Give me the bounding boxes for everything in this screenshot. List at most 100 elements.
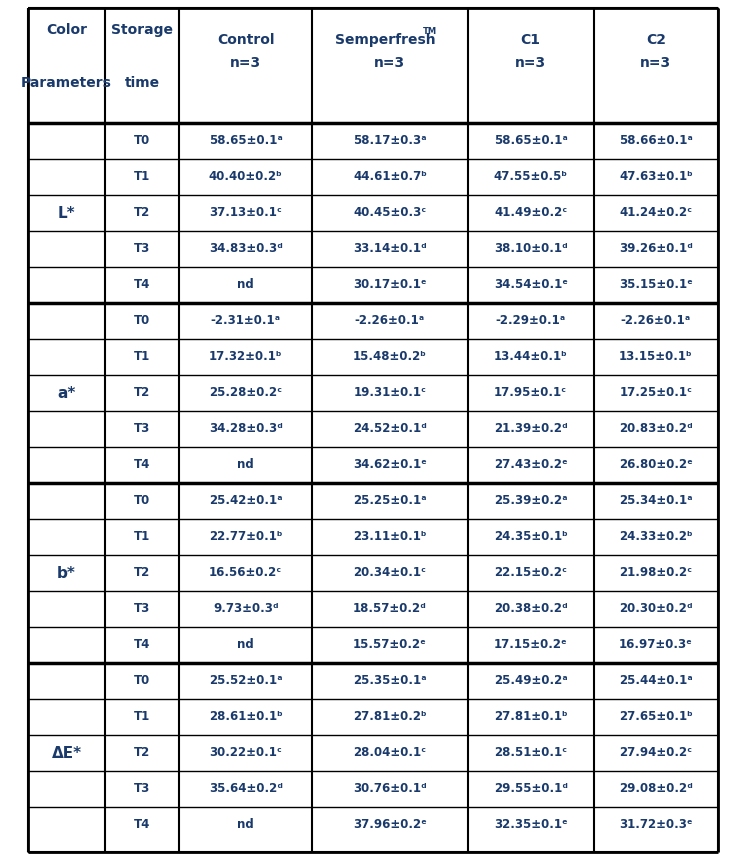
Text: T0: T0 — [134, 314, 150, 327]
Text: 25.34±0.1ᵃ: 25.34±0.1ᵃ — [619, 495, 693, 508]
Text: 15.57±0.2ᵉ: 15.57±0.2ᵉ — [353, 638, 427, 651]
Text: T1: T1 — [134, 350, 150, 363]
Text: 38.10±0.1ᵈ: 38.10±0.1ᵈ — [494, 242, 568, 255]
Text: 17.25±0.1ᶜ: 17.25±0.1ᶜ — [620, 387, 693, 399]
Text: 25.44±0.1ᵃ: 25.44±0.1ᵃ — [619, 674, 693, 687]
Text: T1: T1 — [134, 710, 150, 723]
Text: T2: T2 — [134, 387, 150, 399]
Text: 28.51±0.1ᶜ: 28.51±0.1ᶜ — [494, 746, 567, 759]
Text: nd: nd — [237, 278, 254, 291]
Text: 40.40±0.2ᵇ: 40.40±0.2ᵇ — [209, 170, 283, 184]
Text: TM: TM — [423, 27, 437, 36]
Text: 18.57±0.2ᵈ: 18.57±0.2ᵈ — [353, 602, 427, 616]
Text: 58.17±0.3ᵃ: 58.17±0.3ᵃ — [353, 135, 426, 148]
Text: 13.44±0.1ᵇ: 13.44±0.1ᵇ — [494, 350, 568, 363]
Text: T2: T2 — [134, 746, 150, 759]
Text: 25.52±0.1ᵃ: 25.52±0.1ᵃ — [209, 674, 283, 687]
Text: 58.65±0.1ᵃ: 58.65±0.1ᵃ — [209, 135, 283, 148]
Text: n=3: n=3 — [515, 56, 546, 70]
Text: 37.13±0.1ᶜ: 37.13±0.1ᶜ — [209, 206, 282, 220]
Text: 9.73±0.3ᵈ: 9.73±0.3ᵈ — [213, 602, 278, 616]
Text: 41.24±0.2ᶜ: 41.24±0.2ᶜ — [620, 206, 693, 220]
Text: 22.15±0.2ᶜ: 22.15±0.2ᶜ — [494, 566, 567, 580]
Text: Storage: Storage — [111, 23, 173, 37]
Text: 13.15±0.1ᵇ: 13.15±0.1ᵇ — [619, 350, 693, 363]
Text: 25.39±0.2ᵃ: 25.39±0.2ᵃ — [494, 495, 568, 508]
Text: time: time — [125, 76, 160, 90]
Text: T0: T0 — [134, 495, 150, 508]
Text: 27.94±0.2ᶜ: 27.94±0.2ᶜ — [620, 746, 693, 759]
Text: 25.42±0.1ᵃ: 25.42±0.1ᵃ — [209, 495, 283, 508]
Text: 17.15±0.2ᵉ: 17.15±0.2ᵉ — [494, 638, 568, 651]
Text: 47.55±0.5ᵇ: 47.55±0.5ᵇ — [494, 170, 568, 184]
Text: 35.15±0.1ᵉ: 35.15±0.1ᵉ — [619, 278, 693, 291]
Text: T2: T2 — [134, 566, 150, 580]
Text: 20.83±0.2ᵈ: 20.83±0.2ᵈ — [619, 423, 693, 436]
Text: T3: T3 — [134, 242, 150, 255]
Text: 25.28±0.2ᶜ: 25.28±0.2ᶜ — [209, 387, 282, 399]
Text: 30.17±0.1ᵉ: 30.17±0.1ᵉ — [353, 278, 426, 291]
Text: T4: T4 — [134, 278, 150, 291]
Text: 30.22±0.1ᶜ: 30.22±0.1ᶜ — [209, 746, 282, 759]
Text: T4: T4 — [134, 459, 150, 472]
Text: 17.95±0.1ᶜ: 17.95±0.1ᶜ — [494, 387, 567, 399]
Text: -2.26±0.1ᵃ: -2.26±0.1ᵃ — [355, 314, 425, 327]
Text: T2: T2 — [134, 206, 150, 220]
Text: 25.25±0.1ᵃ: 25.25±0.1ᵃ — [353, 495, 426, 508]
Text: 29.08±0.2ᵈ: 29.08±0.2ᵈ — [619, 783, 693, 795]
Text: 32.35±0.1ᵉ: 32.35±0.1ᵉ — [494, 819, 568, 832]
Text: 34.62±0.1ᵉ: 34.62±0.1ᵉ — [353, 459, 427, 472]
Text: -2.29±0.1ᵃ: -2.29±0.1ᵃ — [496, 314, 565, 327]
Text: T0: T0 — [134, 674, 150, 687]
Text: 37.96±0.2ᵉ: 37.96±0.2ᵉ — [353, 819, 427, 832]
Text: 40.45±0.3ᶜ: 40.45±0.3ᶜ — [353, 206, 426, 220]
Text: L*: L* — [58, 205, 75, 221]
Text: 22.77±0.1ᵇ: 22.77±0.1ᵇ — [209, 531, 283, 544]
Text: T3: T3 — [134, 783, 150, 795]
Text: n=3: n=3 — [374, 56, 405, 70]
Text: 19.31±0.1ᶜ: 19.31±0.1ᶜ — [353, 387, 426, 399]
Text: nd: nd — [237, 638, 254, 651]
Text: 30.76±0.1ᵈ: 30.76±0.1ᵈ — [353, 783, 427, 795]
Text: 31.72±0.3ᵉ: 31.72±0.3ᵉ — [619, 819, 693, 832]
Text: T4: T4 — [134, 819, 150, 832]
Text: 25.49±0.2ᵃ: 25.49±0.2ᵃ — [494, 674, 568, 687]
Text: 21.39±0.2ᵈ: 21.39±0.2ᵈ — [494, 423, 568, 436]
Text: 34.28±0.3ᵈ: 34.28±0.3ᵈ — [209, 423, 283, 436]
Text: 39.26±0.1ᵈ: 39.26±0.1ᵈ — [619, 242, 693, 255]
Text: nd: nd — [237, 459, 254, 472]
Text: 24.35±0.1ᵇ: 24.35±0.1ᵇ — [494, 531, 568, 544]
Text: 20.30±0.2ᵈ: 20.30±0.2ᵈ — [619, 602, 693, 616]
Text: 17.32±0.1ᵇ: 17.32±0.1ᵇ — [209, 350, 283, 363]
Text: -2.31±0.1ᵃ: -2.31±0.1ᵃ — [211, 314, 280, 327]
Text: 20.38±0.2ᵈ: 20.38±0.2ᵈ — [494, 602, 568, 616]
Text: a*: a* — [57, 386, 76, 400]
Text: T4: T4 — [134, 638, 150, 651]
Text: -2.26±0.1ᵃ: -2.26±0.1ᵃ — [620, 314, 691, 327]
Text: ΔE*: ΔE* — [51, 746, 82, 760]
Text: 44.61±0.7ᵇ: 44.61±0.7ᵇ — [353, 170, 427, 184]
Text: 26.80±0.2ᵉ: 26.80±0.2ᵉ — [619, 459, 693, 472]
Text: C1: C1 — [521, 33, 541, 47]
Text: T1: T1 — [134, 170, 150, 184]
Text: nd: nd — [237, 819, 254, 832]
Text: 27.43±0.2ᵉ: 27.43±0.2ᵉ — [494, 459, 568, 472]
Text: 21.98±0.2ᶜ: 21.98±0.2ᶜ — [620, 566, 693, 580]
Text: 29.55±0.1ᵈ: 29.55±0.1ᵈ — [494, 783, 568, 795]
Text: T1: T1 — [134, 531, 150, 544]
Text: 24.33±0.2ᵇ: 24.33±0.2ᵇ — [619, 531, 693, 544]
Text: b*: b* — [57, 565, 76, 581]
Text: 28.61±0.1ᵇ: 28.61±0.1ᵇ — [209, 710, 283, 723]
Text: n=3: n=3 — [230, 56, 261, 70]
Text: Parameters: Parameters — [21, 76, 112, 90]
Text: 34.83±0.3ᵈ: 34.83±0.3ᵈ — [209, 242, 283, 255]
Text: 33.14±0.1ᵈ: 33.14±0.1ᵈ — [353, 242, 427, 255]
Text: Control: Control — [217, 33, 275, 47]
Text: T3: T3 — [134, 423, 150, 436]
Text: 27.65±0.1ᵇ: 27.65±0.1ᵇ — [619, 710, 693, 723]
Text: 20.34±0.1ᶜ: 20.34±0.1ᶜ — [353, 566, 426, 580]
Text: 58.66±0.1ᵃ: 58.66±0.1ᵃ — [619, 135, 693, 148]
Text: C2: C2 — [646, 33, 666, 47]
Text: 47.63±0.1ᵇ: 47.63±0.1ᵇ — [619, 170, 693, 184]
Text: 15.48±0.2ᵇ: 15.48±0.2ᵇ — [353, 350, 427, 363]
